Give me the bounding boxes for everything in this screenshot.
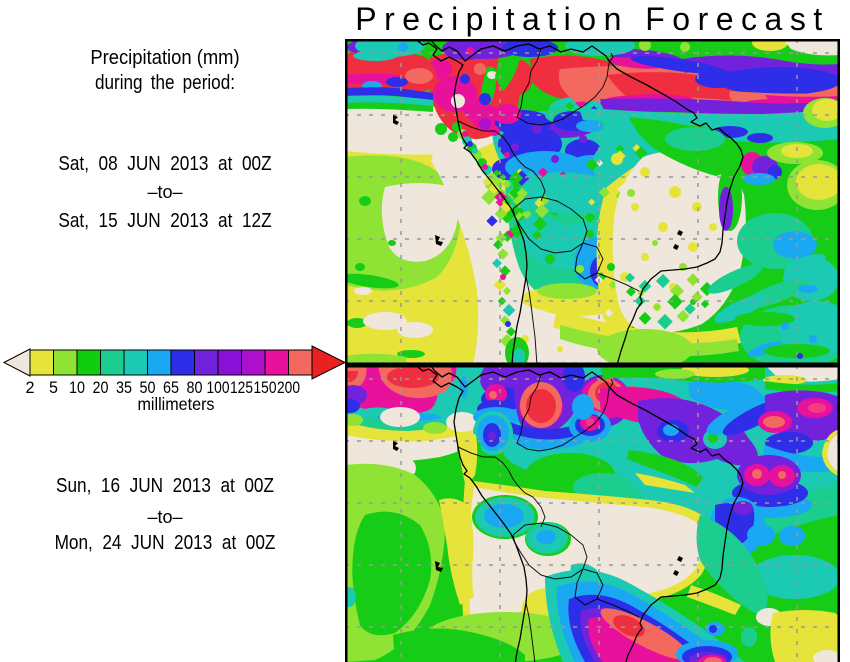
svg-text:200: 200 [277,378,300,397]
svg-text:80: 80 [187,378,203,397]
svg-text:millimeters: millimeters [138,394,215,414]
svg-text:125: 125 [230,378,253,397]
svg-text:10: 10 [69,378,85,397]
svg-text:65: 65 [163,378,179,397]
svg-text:100: 100 [207,378,230,397]
svg-text:50: 50 [140,378,156,397]
svg-text:2: 2 [26,378,35,397]
svg-text:35: 35 [116,378,132,397]
svg-text:150: 150 [254,378,277,397]
svg-text:5: 5 [49,378,58,397]
svg-text:20: 20 [93,378,109,397]
